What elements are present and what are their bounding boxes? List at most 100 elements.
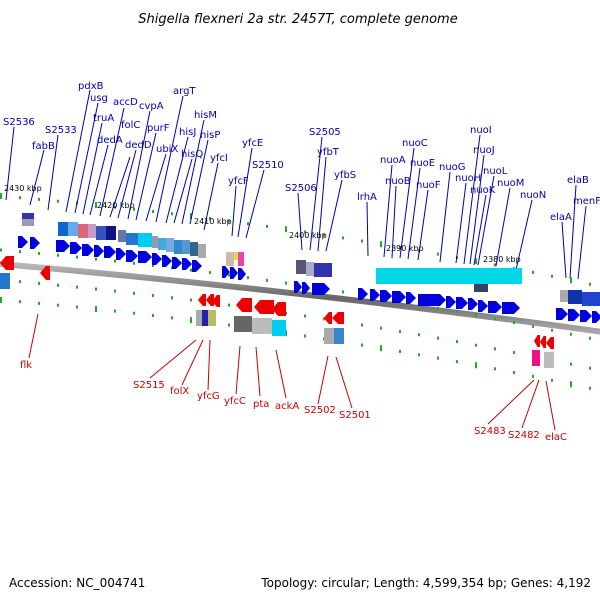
tick: [589, 282, 591, 286]
gene-label-yfcc: yfcC: [224, 396, 246, 407]
gene-label-s2502: S2502: [304, 405, 336, 416]
gene-label-yfbs: yfbS: [334, 170, 356, 181]
tick: [551, 378, 553, 382]
forward-arrow: [478, 300, 488, 312]
forward-arrow: [162, 255, 172, 267]
map-title: Shigella flexneri 2a str. 2457T, complet…: [138, 12, 457, 27]
tick: [475, 343, 477, 347]
tick: [475, 258, 477, 265]
gene-label-s2482: S2482: [508, 430, 540, 441]
gene-label-deda: dedA: [97, 135, 123, 146]
tick: [133, 291, 135, 295]
tick: [152, 209, 154, 213]
tick: [304, 314, 306, 318]
top-gene-labels: S2536 fabB S2533 pdxB usg truA dedA accD…: [3, 81, 600, 223]
kbp-label: 2380 kbp: [483, 255, 521, 264]
tick: [95, 287, 97, 291]
tick: [513, 321, 515, 325]
gene-label-nuoi: nuoI: [470, 125, 492, 136]
tick: [380, 326, 382, 330]
gene-label-hisq: hisQ: [181, 149, 203, 160]
forward-arrow: [94, 245, 104, 257]
gene-label-pta: pta: [253, 399, 269, 410]
gene-label-ubix: ubiX: [156, 144, 178, 155]
tick: [570, 362, 572, 366]
forward-arrow: [392, 291, 406, 303]
forward-arrow: [152, 253, 162, 265]
tick: [133, 311, 135, 315]
gene-label-nuoj: nuoJ: [473, 145, 495, 156]
tick: [475, 313, 477, 317]
gene-label-s2501: S2501: [339, 410, 371, 421]
forward-arrow: [358, 288, 368, 300]
tick: [418, 333, 420, 337]
tick: [171, 316, 173, 320]
tick: [19, 300, 21, 304]
tick: [57, 199, 59, 203]
gene-label-nuoc: nuoC: [402, 138, 428, 149]
kbp-label: 2420 kbp: [97, 201, 135, 210]
reverse-arrow: [272, 302, 286, 316]
tick: [437, 356, 439, 360]
forward-arrow: [488, 301, 502, 313]
reverse-arrow: [324, 312, 332, 324]
tick: [494, 367, 496, 371]
gene-label-elab: elaB: [567, 175, 589, 186]
forward-arrow: [126, 250, 138, 262]
forward-arrow: [30, 237, 40, 249]
tick: [437, 252, 439, 256]
tick: [57, 283, 59, 287]
gene-label-elac: elaC: [545, 432, 567, 443]
gene-label-lrha: lrhA: [357, 192, 377, 203]
tick: [475, 362, 477, 369]
tick: [304, 230, 306, 234]
genome-backbone: [0, 260, 600, 335]
tick: [38, 281, 40, 285]
forward-arrow: [138, 251, 152, 263]
kbp-label: 2430 kbp: [4, 184, 42, 193]
tick: [133, 207, 135, 211]
tick: [513, 371, 515, 375]
tick: [38, 301, 40, 305]
forward-arrow: [192, 260, 202, 272]
tick: [114, 259, 116, 263]
tick: [152, 313, 154, 317]
gene-label-purf: purF: [147, 123, 170, 134]
reverse-arrow: [546, 337, 554, 349]
kbp-label: 2390 kbp: [386, 244, 424, 253]
gene-label-hism: hisM: [194, 110, 217, 121]
tick: [76, 285, 78, 289]
tick: [304, 334, 306, 338]
tick: [418, 353, 420, 357]
gene-label-nuoe: nuoE: [410, 158, 435, 169]
tick: [114, 309, 116, 313]
reverse-arrow: [540, 336, 546, 348]
tick: [361, 323, 363, 327]
tick: [456, 340, 458, 344]
gene-label-nuoa: nuoA: [380, 155, 406, 166]
reverse-arrow: [198, 294, 206, 306]
tick: [19, 196, 21, 200]
forward-arrow: [446, 296, 456, 308]
bottom-leader-lines: [28, 313, 556, 431]
gene-label-dedd: dedD: [125, 140, 152, 151]
tick: [380, 241, 382, 248]
tick: [361, 239, 363, 243]
bottom-gene-labels: flk S2515 folX yfcG yfcC pta ackA S2502 …: [20, 360, 567, 443]
tick: [247, 276, 249, 280]
gene-label-s2483: S2483: [474, 426, 506, 437]
gene-label-folx: folX: [170, 386, 189, 397]
tick: [266, 224, 268, 228]
tick: [285, 281, 287, 285]
tick: [95, 202, 97, 209]
tick: [152, 263, 154, 267]
tick: [437, 306, 439, 310]
tick: [209, 271, 211, 275]
gene-label-acka: ackA: [275, 401, 299, 412]
gene-label-s2536: S2536: [3, 117, 35, 128]
tick: [266, 278, 268, 282]
gene-label-s2533: S2533: [45, 125, 77, 136]
tick: [95, 306, 97, 313]
tick: [570, 332, 572, 336]
tick: [494, 347, 496, 351]
